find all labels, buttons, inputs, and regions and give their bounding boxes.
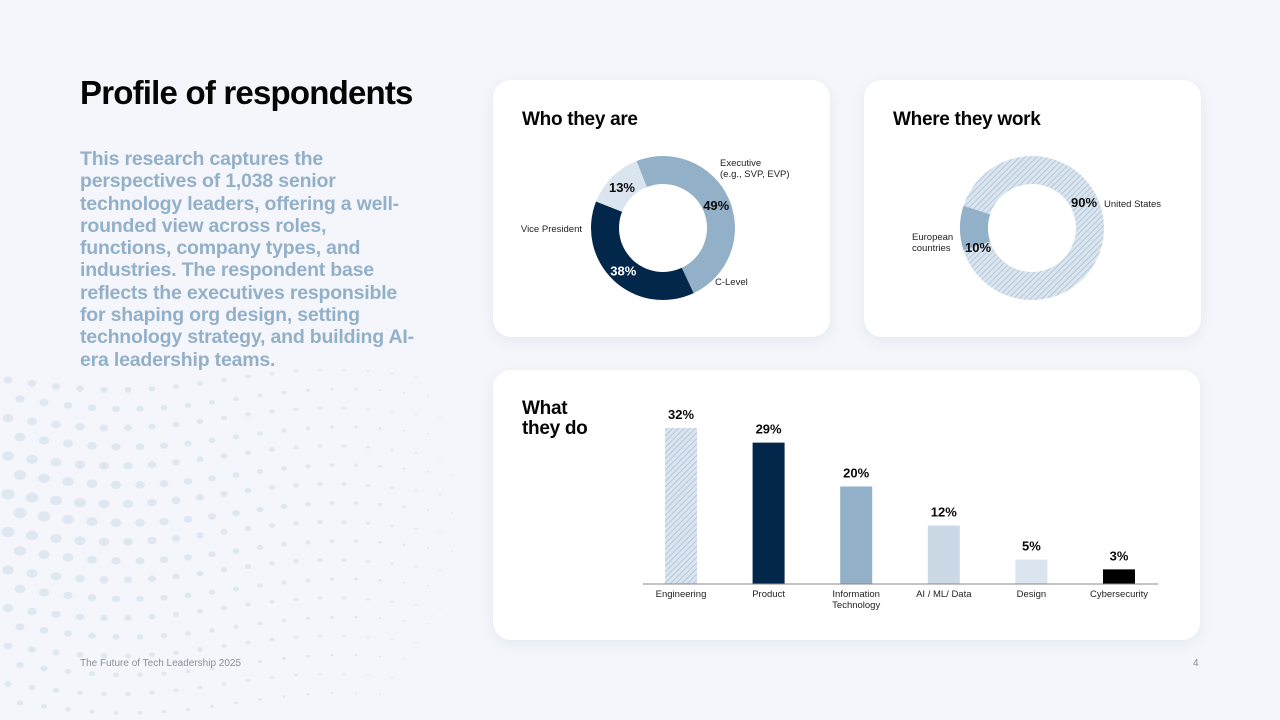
where-they-work-donut-chart: 90% United States 10% European countries	[912, 156, 1161, 301]
bar-cybersecurity	[1103, 569, 1135, 584]
bar-design	[1015, 559, 1048, 584]
value-label-united-states: 90%	[1071, 195, 1097, 210]
what-they-do-bar-chart: 32% Engineering 29% Product 20% Information Te…	[643, 407, 1158, 611]
who-they-are-card: Who they are 49% Executive (e.g., SVP, EVP…	[493, 80, 830, 337]
donut-slice-c-level	[591, 201, 694, 300]
bar-value-label-cybersecurity: 3%	[1110, 548, 1129, 563]
donut-slice-executive-e-g-svp-evp	[636, 155, 736, 294]
value-label-executive-e-g-svp-evp: 49%	[703, 198, 729, 213]
bar-category-label-information-technology: Information Technology	[832, 589, 880, 611]
where-they-work-card: Where they work 90% United States 10% Europ…	[864, 80, 1201, 337]
category-label-european-countries: European countries	[912, 232, 953, 254]
intro-paragraph: This research captures the perspectives …	[80, 148, 414, 371]
bar-product	[752, 442, 785, 584]
footer-text: The Future of Tech Leadership 2025	[80, 658, 242, 669]
donut-slice-european-countries	[960, 205, 991, 251]
donut-slice-united-states	[963, 156, 1104, 301]
bar-category-label-cybersecurity: Cybersecurity	[1090, 589, 1148, 600]
bar-value-label-ai-ml-data: 12%	[931, 505, 957, 520]
value-label-european-countries: 10%	[965, 240, 991, 255]
bar-value-label-design: 5%	[1022, 539, 1041, 554]
bar-category-label-engineering: Engineering	[656, 589, 707, 600]
bar-category-label-product: Product	[752, 589, 785, 600]
bar-value-label-information-technology: 20%	[843, 466, 869, 481]
where-they-work-title: Where they work	[893, 109, 1041, 130]
page-title: Profile of respondents	[80, 74, 413, 111]
bar-category-label-ai-ml-data: AI / ML/ Data	[916, 589, 972, 600]
what-they-do-title-line: What	[522, 398, 568, 419]
bar-engineering	[665, 428, 697, 584]
category-label-vice-president: Vice President	[521, 224, 582, 235]
category-label-united-states: United States	[1104, 199, 1161, 210]
value-label-vice-president: 13%	[609, 180, 635, 195]
bar-value-label-engineering: 32%	[668, 407, 694, 422]
what-they-do-title: What they do	[522, 399, 622, 439]
dot-pattern-group	[1, 368, 453, 715]
donut-slice-vice-president	[596, 161, 647, 212]
category-label-executive-e-g-svp-evp: Executive (e.g., SVP, EVP)	[720, 158, 790, 180]
bar-information-technology	[840, 486, 873, 584]
page-number: 4	[1193, 658, 1199, 669]
bar-category-label-design: Design	[1017, 589, 1047, 600]
what-they-do-card: What they do 32% Engineering 29% Product 20% I…	[493, 370, 1200, 640]
dot-pattern-decoration	[1, 368, 453, 715]
bar-value-label-product: 29%	[756, 422, 782, 437]
bar-ai-ml-data	[927, 525, 960, 584]
what-they-do-title-line: they do	[522, 418, 588, 439]
value-label-c-level: 38%	[610, 263, 636, 278]
who-they-are-donut-chart: 49% Executive (e.g., SVP, EVP) 38% C-Level 13…	[521, 155, 790, 300]
category-label-c-level: C-Level	[715, 277, 748, 288]
who-they-are-title: Who they are	[522, 109, 638, 130]
